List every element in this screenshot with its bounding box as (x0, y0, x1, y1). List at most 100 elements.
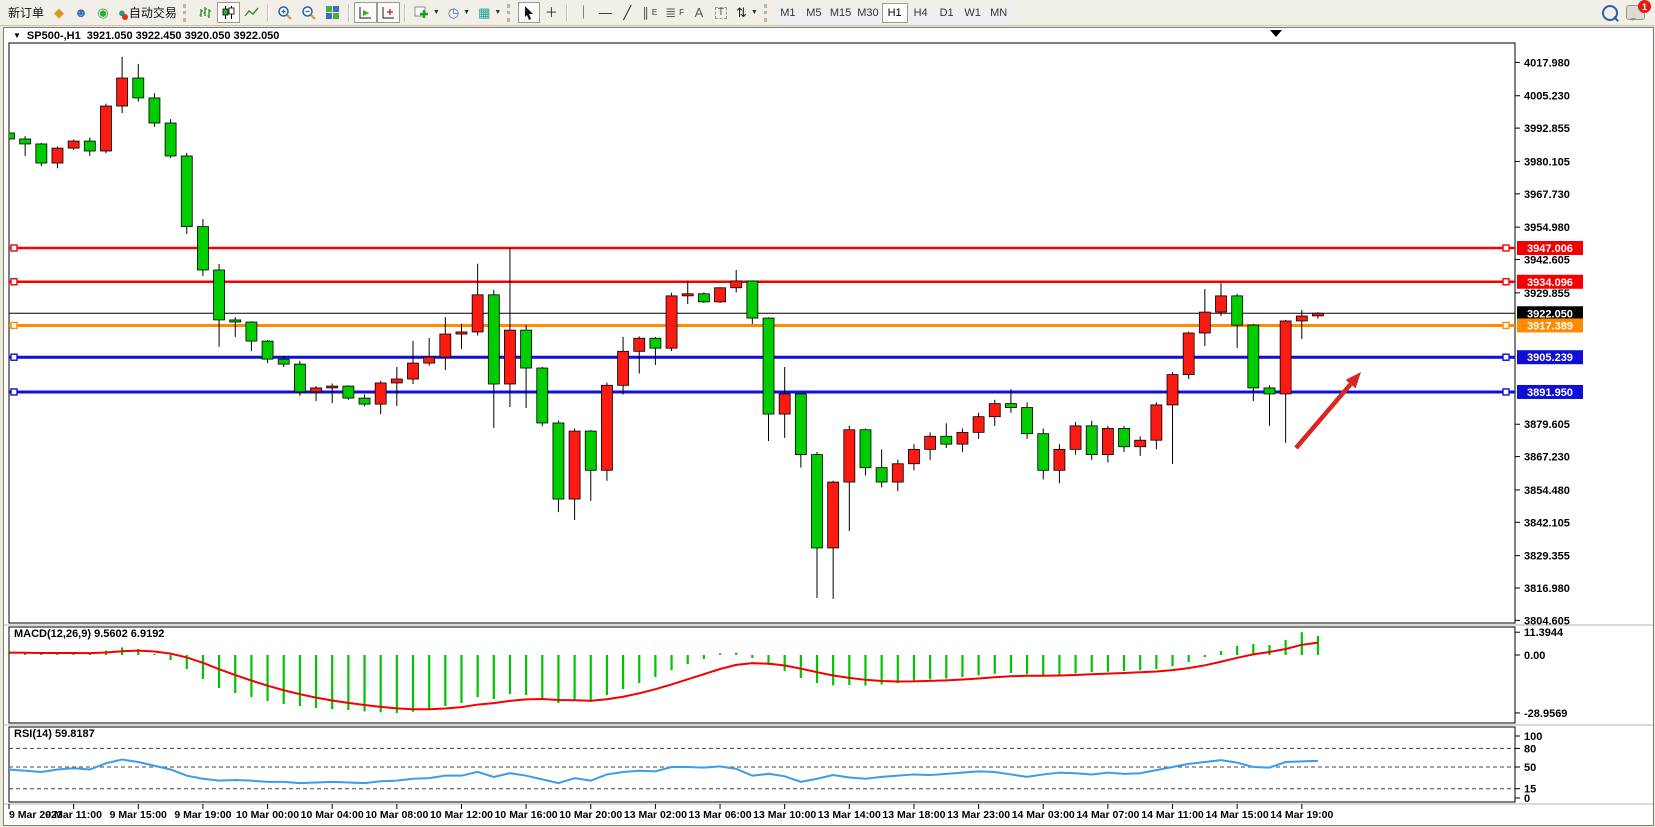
candle (51, 146, 64, 169)
candle (358, 394, 371, 407)
candle (584, 430, 597, 501)
bar-chart-type-button[interactable] (194, 2, 217, 23)
signal-icon: ◉ (97, 5, 109, 20)
hline-handle[interactable] (10, 321, 18, 330)
timeframe-m5-button[interactable]: M5 (800, 2, 827, 23)
timeframe-d1-button[interactable]: D1 (933, 2, 960, 23)
send-pointer-button[interactable]: ◆ (48, 2, 70, 23)
text-tool-button[interactable]: A (688, 2, 710, 23)
timeframe-h1-button[interactable]: H1 (881, 2, 908, 23)
collapse-triangle-icon[interactable]: ▼ (13, 31, 21, 40)
price-badge (1517, 274, 1583, 289)
candle (940, 423, 953, 449)
chart-shift-marker-icon[interactable] (1270, 30, 1282, 37)
hline-handle[interactable] (10, 244, 18, 252)
horizontal-line-tool-button[interactable]: — (594, 2, 616, 23)
hline-handle[interactable] (10, 353, 18, 361)
hline-handle[interactable] (10, 388, 18, 396)
auto-trading-label: 自动交易 (128, 6, 177, 20)
trend-arrow[interactable] (1294, 382, 1353, 450)
tile-windows-button[interactable] (321, 2, 344, 23)
trend-arrow-head-icon[interactable] (1345, 372, 1361, 389)
candle (310, 386, 322, 401)
hline-handle[interactable] (1502, 278, 1510, 286)
line-chart-type-button[interactable] (240, 2, 263, 23)
candle (132, 63, 145, 102)
fibonacci-tool-button[interactable]: ≣ F (661, 2, 688, 23)
price-badge (1517, 384, 1583, 399)
toolbar-separator (266, 3, 269, 22)
hline-handle[interactable] (1502, 353, 1510, 361)
toolbar-right: 1 (1602, 0, 1651, 21)
candle (148, 93, 161, 127)
auto-trading-button[interactable]: ● 自动交易 (114, 2, 181, 23)
candle (697, 292, 710, 303)
svg-text:10 Mar 16:00: 10 Mar 16:00 (495, 809, 558, 821)
candle (407, 340, 419, 384)
zoom-in-button[interactable] (273, 2, 297, 23)
periods-button[interactable]: ◷ ▼ (444, 2, 474, 23)
timeframe-mn-button[interactable]: MN (985, 2, 1012, 23)
crosshair-tool-button[interactable]: ＋ (540, 2, 562, 23)
vertical-line-icon: ｜ (576, 5, 590, 20)
svg-text:3967.730: 3967.730 (1524, 189, 1570, 201)
toolbar-grip (182, 3, 189, 22)
trendline-tool-button[interactable]: ╱ (616, 2, 638, 23)
chart-canvas[interactable]: 4017.980 4005.230 3992.855 3980.105 3967.730… (4, 28, 1653, 825)
candle (875, 449, 888, 488)
chart-shift-button[interactable] (376, 2, 400, 23)
candle (908, 444, 920, 471)
search-icon[interactable] (1602, 4, 1618, 21)
svg-text:10 Mar 12:00: 10 Mar 12:00 (430, 809, 493, 821)
candle (859, 428, 872, 476)
candle (730, 269, 743, 293)
rsi-line (8, 758, 1318, 785)
profile-button[interactable]: ☻ (70, 2, 92, 23)
timeframe-m30-button[interactable]: M30 (854, 2, 882, 23)
candle (180, 152, 193, 234)
candlestick-chart-type-button[interactable] (216, 2, 240, 23)
svg-text:50: 50 (1524, 762, 1536, 774)
svg-text:0: 0 (1524, 793, 1530, 805)
text-label-icon: T (714, 6, 728, 19)
svg-text:9 Mar 15:00: 9 Mar 15:00 (110, 809, 167, 821)
timeframe-m1-button[interactable]: M1 (774, 2, 801, 23)
hline-handle[interactable] (10, 278, 18, 286)
candle (245, 321, 258, 352)
arrows-tool-button[interactable]: ⇅ ▼ (732, 2, 762, 23)
candle (1279, 319, 1292, 443)
candle (794, 393, 807, 468)
vertical-line-tool-button[interactable]: ｜ (572, 2, 594, 23)
auto-scroll-button[interactable] (353, 2, 377, 23)
candle (83, 137, 96, 156)
candle (1312, 312, 1324, 319)
price-axis: 4017.980 4005.230 3992.855 3980.105 3967.730… (1515, 57, 1570, 627)
candle (504, 248, 516, 408)
candle (649, 336, 662, 365)
panel-frame (8, 726, 1516, 803)
svg-text:13 Mar 23:00: 13 Mar 23:00 (947, 809, 1010, 821)
signals-button[interactable]: ◉ (92, 2, 114, 23)
hline-handle[interactable] (1502, 244, 1510, 252)
chat-icon[interactable]: 1 (1626, 0, 1651, 21)
new-order-button[interactable]: 新订单 (4, 2, 48, 23)
cursor-tool-button[interactable] (518, 2, 541, 23)
timeframe-h4-button[interactable]: H4 (907, 2, 934, 23)
hline-handle[interactable] (1502, 321, 1510, 330)
indicators-button[interactable]: ▼ (410, 2, 444, 23)
label-tool-button[interactable]: T (710, 2, 732, 23)
candle (261, 340, 274, 364)
timeframe-w1-button[interactable]: W1 (959, 2, 986, 23)
hline-handle[interactable] (1502, 388, 1510, 396)
zoom-out-button[interactable] (297, 2, 321, 23)
templates-button[interactable]: ▦ ▼ (474, 2, 505, 23)
channel-tool-button[interactable]: ∥ E (638, 2, 661, 23)
svg-text:10 Mar 00:00: 10 Mar 00:00 (236, 809, 299, 821)
arrows-icon: ⇅ (735, 5, 747, 20)
timeframe-m15-button[interactable]: M15 (826, 2, 855, 23)
candle (811, 451, 823, 598)
candle (229, 317, 242, 337)
candle (1166, 372, 1179, 465)
svg-text:14 Mar 19:00: 14 Mar 19:00 (1270, 809, 1333, 821)
